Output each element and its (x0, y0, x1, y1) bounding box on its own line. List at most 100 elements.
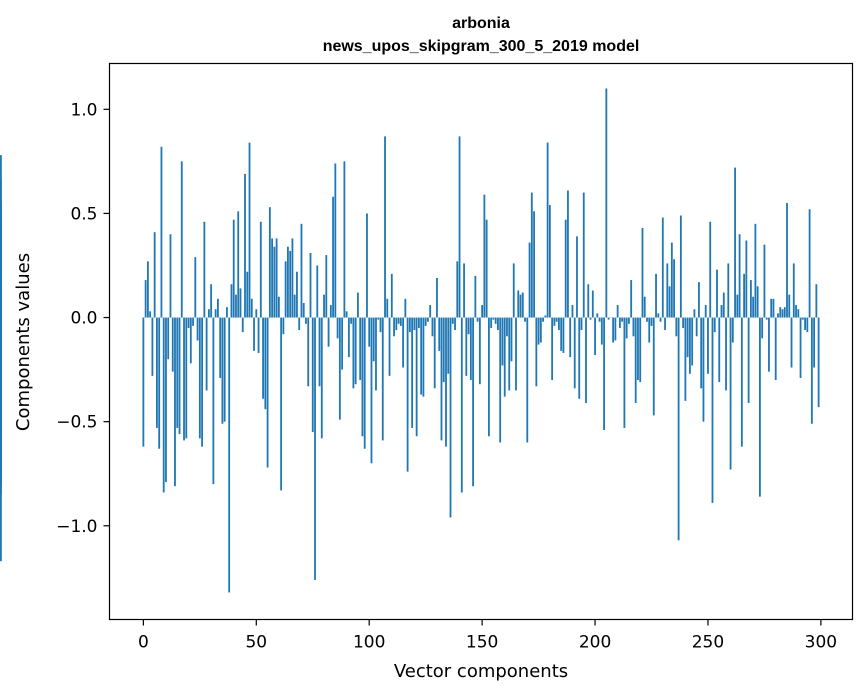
bar-255 (718, 317, 721, 383)
bar-274 (761, 317, 764, 339)
bar-165 (515, 317, 517, 391)
bar-291 (799, 317, 802, 378)
bar-132 (440, 317, 443, 441)
bar-298 (815, 284, 818, 318)
bar-192 (576, 236, 578, 318)
bar-218 (634, 317, 637, 403)
bar-101 (370, 317, 373, 464)
bar-134 (445, 317, 447, 447)
bar-375 (0, 317, 2, 324)
bar-111 (393, 317, 395, 337)
bar-177 (542, 317, 545, 322)
bar-51 (257, 317, 260, 353)
bar-3 (149, 311, 152, 318)
bar-247 (700, 317, 703, 389)
bar-149 (478, 317, 481, 385)
chart-title: arbonia (452, 15, 510, 32)
bar-71 (302, 302, 305, 318)
y-tick-label: 0.0 (70, 309, 97, 329)
bar-18 (183, 317, 185, 441)
bar-251 (709, 221, 712, 318)
bar-110 (390, 273, 393, 318)
bar-374 (0, 317, 2, 562)
bar-252 (711, 317, 714, 503)
bar-135 (447, 317, 450, 374)
bar-228 (657, 313, 660, 318)
bar-204 (603, 317, 605, 430)
bar-231 (664, 317, 666, 331)
bar-264 (738, 234, 741, 318)
bar-172 (530, 192, 533, 318)
bar-75 (311, 317, 314, 433)
bar-253 (713, 317, 716, 333)
bar-239 (682, 317, 685, 328)
bar-138 (454, 317, 456, 331)
bar-103 (375, 317, 377, 391)
bar-214 (625, 317, 628, 339)
bar-100 (368, 317, 371, 347)
bar-282 (779, 307, 782, 318)
bar-168 (521, 292, 524, 318)
bar-87 (338, 317, 341, 420)
bar-11 (167, 317, 170, 360)
bar-69 (298, 317, 301, 331)
bar-193 (578, 317, 581, 399)
chart-subtitle: news_upos_skipgram_300_5_2019 model (323, 38, 640, 55)
bar-295 (808, 209, 811, 318)
bar-108 (386, 298, 389, 318)
bar-205 (605, 88, 608, 318)
bar-285 (786, 203, 788, 318)
bar-173 (533, 211, 535, 318)
bar-1 (144, 280, 147, 318)
bar-21 (189, 317, 192, 364)
bar-77 (316, 265, 319, 318)
bar-148 (476, 317, 479, 322)
bar-32 (214, 309, 217, 318)
bar-67 (293, 294, 296, 318)
bar-151 (483, 194, 486, 318)
bar-241 (686, 317, 689, 358)
bar-58 (273, 246, 276, 318)
bar-270 (752, 296, 755, 318)
y-axis-label: Components values (13, 253, 34, 431)
bar-76 (314, 317, 316, 580)
bar-296 (810, 317, 813, 424)
bar-143 (465, 317, 468, 376)
bar-22 (192, 317, 194, 326)
bar-93 (352, 317, 355, 389)
bar-222 (643, 296, 646, 318)
bar-187 (564, 219, 567, 318)
bar-124 (422, 317, 425, 397)
bar-49 (253, 317, 255, 351)
bar-94 (354, 317, 357, 385)
bar-258 (725, 317, 727, 391)
bar-120 (413, 317, 416, 331)
bar-265 (740, 317, 743, 447)
bar-286 (788, 294, 791, 318)
bar-45 (244, 173, 246, 318)
bar-246 (698, 282, 700, 318)
bar-70 (300, 223, 303, 318)
bar-240 (684, 317, 687, 401)
bar-217 (632, 317, 635, 337)
bar-115 (402, 317, 404, 368)
bar-249 (704, 305, 707, 318)
x-tick-label: 0 (138, 633, 149, 653)
bar-96 (359, 317, 362, 381)
bar-219 (637, 317, 639, 381)
bar-105 (379, 317, 382, 333)
bar-79 (320, 317, 323, 439)
bar-215 (628, 317, 630, 324)
bar-242 (688, 317, 691, 374)
bar-142 (463, 263, 465, 318)
bar-73 (307, 317, 310, 387)
bar-272 (756, 286, 759, 318)
bar-19 (185, 317, 188, 439)
bar-223 (646, 317, 648, 322)
bar-59 (275, 238, 278, 318)
bar-279 (772, 298, 775, 318)
bar-33 (217, 298, 219, 318)
bar-153 (488, 317, 490, 437)
bar-290 (797, 309, 800, 318)
